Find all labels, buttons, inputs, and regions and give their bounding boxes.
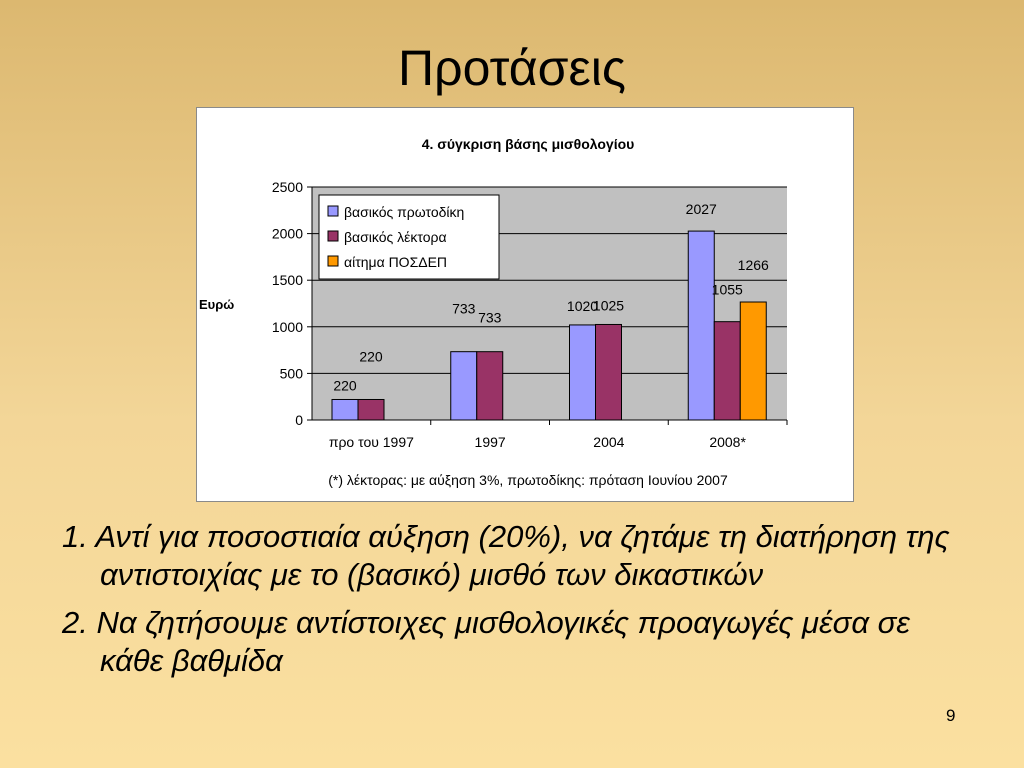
legend-box bbox=[318, 194, 500, 280]
bullet-item-1: 1. Αντί για ποσοστιαία αύξηση (20%), να … bbox=[62, 519, 950, 592]
bar bbox=[331, 398, 359, 421]
bar bbox=[476, 351, 504, 421]
y-tick-label: 2000 bbox=[272, 226, 303, 242]
data-label: 220 bbox=[333, 377, 357, 393]
legend-label: αίτημα ΠΟΣΔΕΠ bbox=[344, 254, 447, 270]
data-label: 1025 bbox=[593, 297, 624, 313]
chart-title: 4. σύγκριση βάσης μισθολογίου bbox=[422, 136, 635, 152]
data-label: 1020 bbox=[567, 298, 598, 314]
bar bbox=[450, 351, 478, 421]
x-tick-label: 2008* bbox=[709, 434, 746, 450]
legend-swatch bbox=[327, 255, 339, 267]
bar bbox=[687, 230, 715, 421]
slide-title: Προτάσεις bbox=[398, 40, 626, 96]
bars bbox=[331, 230, 767, 421]
bar bbox=[739, 301, 767, 421]
data-labels: 220 733 1020 2027 220 733 1025 1055 1266 bbox=[333, 201, 769, 393]
x-tick-label: 1997 bbox=[475, 434, 506, 450]
data-label: 2027 bbox=[686, 201, 717, 217]
y-tick-label: 0 bbox=[295, 412, 303, 428]
bar bbox=[595, 323, 622, 421]
y-tick-label: 2500 bbox=[272, 179, 303, 195]
y-tick-label: 500 bbox=[280, 365, 304, 381]
y-tick-label: 1000 bbox=[272, 319, 303, 335]
bar-chart: 4. σύγκριση βάσης μισθολογίου 0 500 1000 15… bbox=[199, 136, 788, 488]
legend-swatch bbox=[327, 230, 339, 242]
bar bbox=[713, 321, 741, 421]
legend-label: βασικός λέκτορα bbox=[344, 229, 447, 245]
y-axis-label: Ευρώ bbox=[199, 297, 234, 312]
bar bbox=[569, 324, 596, 421]
x-tick-label: προ του 1997 bbox=[329, 434, 414, 450]
bullet-item-2: 2. Να ζητήσουμε αντίστοιχες μισθολογικές… bbox=[62, 605, 910, 678]
data-label: 1055 bbox=[712, 282, 743, 298]
bar bbox=[357, 398, 385, 421]
legend: βασικός πρωτοδίκη βασικός λέκτορα αίτημα Π… bbox=[318, 194, 500, 280]
data-label: 733 bbox=[452, 301, 476, 317]
x-tick-label: 2004 bbox=[593, 434, 624, 450]
data-label: 1266 bbox=[738, 257, 769, 273]
y-tick-label: 1500 bbox=[272, 272, 303, 288]
data-label: 733 bbox=[478, 310, 502, 326]
legend-label: βασικός πρωτοδίκη bbox=[344, 204, 464, 220]
chart-footnote: (*) λέκτορας: με αύξηση 3%, πρωτοδίκης: … bbox=[328, 472, 728, 488]
legend-swatch bbox=[327, 205, 339, 217]
chart-container: 4. σύγκριση βάσης μισθολογίου 0 500 1000 15… bbox=[196, 107, 854, 502]
bullet-list: 1. Αντί για ποσοστιαία αύξηση (20%), να … bbox=[62, 518, 962, 690]
slide-number: 9 bbox=[946, 706, 956, 725]
data-label: 220 bbox=[359, 348, 383, 364]
